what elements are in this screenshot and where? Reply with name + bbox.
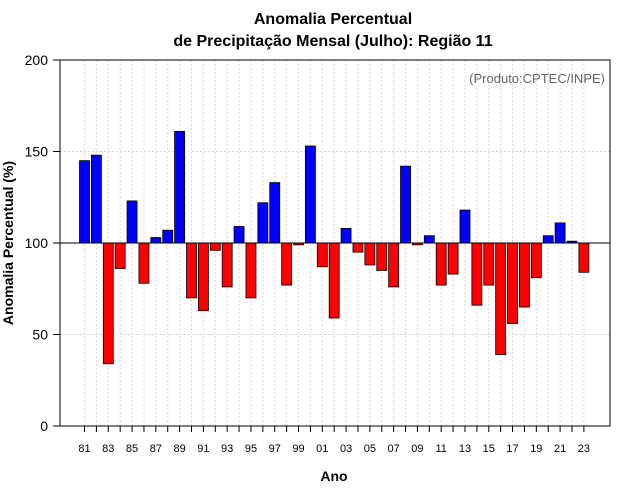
bar-1997 xyxy=(269,182,281,244)
bar-1993 xyxy=(221,242,233,288)
x-axis: 81 83 85 87 89 91 93 95 97 99 01 03 05 07 09 11 13 15 17 19… xyxy=(78,426,590,455)
bar-2006 xyxy=(376,242,388,271)
bar-1992 xyxy=(209,242,221,251)
x-tick-label: 03 xyxy=(340,443,352,455)
bar-2018 xyxy=(519,242,530,308)
y-tick-label: 50 xyxy=(32,327,48,343)
bar-2003 xyxy=(340,227,352,244)
x-tick-label: 95 xyxy=(245,443,257,455)
bar-2023 xyxy=(578,242,590,273)
bar-2011 xyxy=(435,242,447,286)
x-tick-label: 01 xyxy=(316,443,328,455)
bars xyxy=(79,130,590,365)
bar-2010 xyxy=(423,235,435,244)
bar-2014 xyxy=(471,242,483,306)
y-tick-label: 150 xyxy=(25,144,49,160)
x-tick-label: 15 xyxy=(483,443,495,455)
x-tick-label: 83 xyxy=(102,443,114,455)
bar-2005 xyxy=(364,242,376,266)
x-tick-label: 07 xyxy=(388,443,400,455)
bar-2020 xyxy=(542,235,554,244)
x-tick-label: 23 xyxy=(578,443,590,455)
bar-1987 xyxy=(150,237,162,244)
y-tick-label: 200 xyxy=(25,52,49,68)
y-axis-title: Anomalia Percentual (%) xyxy=(0,161,16,325)
x-tick-label: 81 xyxy=(78,443,90,455)
grid-lines xyxy=(60,59,610,427)
bar-2013 xyxy=(459,209,471,244)
bar-1996 xyxy=(257,202,269,244)
bar-1998 xyxy=(281,242,293,286)
x-tick-label: 09 xyxy=(411,443,423,455)
x-tick-label: 85 xyxy=(126,443,138,455)
x-tick-label: 87 xyxy=(150,443,162,455)
x-tick-label: 99 xyxy=(292,443,304,455)
x-tick-label: 19 xyxy=(530,443,542,455)
x-tick-label: 97 xyxy=(269,443,281,455)
bar-1981 xyxy=(79,160,90,244)
y-axis: 0 50 100 150 200 xyxy=(25,52,60,434)
bar-2002 xyxy=(328,242,340,319)
bar-2019 xyxy=(530,242,542,279)
bar-1985 xyxy=(126,200,138,244)
x-tick-label: 89 xyxy=(173,443,185,455)
bar-2017 xyxy=(507,242,518,324)
bar-2007 xyxy=(388,242,400,288)
bar-2021 xyxy=(554,222,566,244)
chart-title-line2: de Precipitação Mensal (Julho): Região 1… xyxy=(173,33,492,50)
x-axis-title: Ano xyxy=(320,468,347,484)
bar-1989 xyxy=(174,130,186,244)
bar-1983 xyxy=(102,242,114,365)
x-tick-label: 17 xyxy=(506,443,518,455)
x-tick-label: 11 xyxy=(435,443,446,455)
x-tick-label: 21 xyxy=(554,443,566,455)
bar-1984 xyxy=(114,242,126,270)
bar-2004 xyxy=(352,242,364,253)
x-tick-label: 05 xyxy=(364,443,376,455)
bar-2012 xyxy=(447,242,459,275)
y-tick-label: 0 xyxy=(40,418,48,434)
bar-1991 xyxy=(197,242,209,312)
bar-2000 xyxy=(305,145,316,244)
x-tick-label: 13 xyxy=(459,443,471,455)
x-tick-label: 93 xyxy=(221,443,233,455)
bar-1982 xyxy=(90,154,102,244)
bar-2001 xyxy=(316,242,328,268)
bar-2008 xyxy=(400,165,411,244)
bar-1990 xyxy=(186,242,197,299)
x-tick-label: 91 xyxy=(197,443,209,455)
chart-title-line1: Anomalia Percentual xyxy=(254,11,412,28)
bar-2015 xyxy=(483,242,495,286)
y-tick-label: 100 xyxy=(25,235,49,251)
bar-1994 xyxy=(233,226,245,244)
bar-2016 xyxy=(495,242,507,356)
source-label: (Produto:CPTEC/INPE) xyxy=(469,71,605,86)
bar-1986 xyxy=(138,242,150,284)
bar-1988 xyxy=(162,229,174,244)
bar-1995 xyxy=(245,242,257,299)
